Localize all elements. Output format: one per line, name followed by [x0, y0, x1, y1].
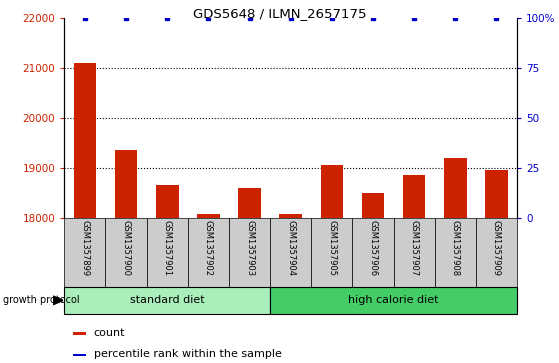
Bar — [197, 214, 220, 218]
Bar — [311, 218, 352, 287]
Text: GSM1357904: GSM1357904 — [286, 220, 295, 276]
Text: GSM1357906: GSM1357906 — [368, 220, 377, 276]
Text: high calorie diet: high calorie diet — [348, 295, 439, 305]
Text: GSM1357905: GSM1357905 — [328, 220, 337, 276]
Bar — [115, 150, 138, 218]
Bar — [74, 63, 96, 218]
Text: GSM1357909: GSM1357909 — [492, 220, 501, 276]
Text: GSM1357900: GSM1357900 — [121, 220, 131, 276]
Bar — [476, 218, 517, 287]
Text: GDS5648 / ILMN_2657175: GDS5648 / ILMN_2657175 — [193, 7, 366, 20]
Bar — [270, 287, 517, 314]
Text: growth protocol: growth protocol — [3, 295, 79, 305]
Text: GSM1357901: GSM1357901 — [163, 220, 172, 276]
Bar — [403, 175, 425, 218]
Bar — [156, 185, 178, 218]
Text: GSM1357902: GSM1357902 — [204, 220, 213, 276]
Bar — [435, 218, 476, 287]
Text: GSM1357907: GSM1357907 — [410, 220, 419, 276]
Bar — [188, 218, 229, 287]
Bar — [485, 170, 508, 218]
Bar — [229, 218, 270, 287]
Bar — [64, 287, 270, 314]
Bar — [444, 158, 467, 218]
Bar — [73, 333, 86, 335]
Bar — [238, 188, 261, 218]
Bar — [394, 218, 435, 287]
Bar — [362, 193, 385, 218]
Bar — [320, 166, 343, 218]
Text: GSM1357903: GSM1357903 — [245, 220, 254, 276]
Bar — [270, 218, 311, 287]
Bar — [146, 218, 188, 287]
Bar — [73, 354, 86, 356]
Text: GSM1357908: GSM1357908 — [451, 220, 460, 276]
Bar — [280, 214, 302, 218]
Text: count: count — [94, 328, 125, 338]
Bar — [64, 218, 106, 287]
Bar — [352, 218, 394, 287]
Text: percentile rank within the sample: percentile rank within the sample — [94, 349, 282, 359]
Bar — [106, 218, 146, 287]
Polygon shape — [53, 296, 63, 305]
Text: GSM1357899: GSM1357899 — [80, 220, 89, 276]
Text: standard diet: standard diet — [130, 295, 205, 305]
